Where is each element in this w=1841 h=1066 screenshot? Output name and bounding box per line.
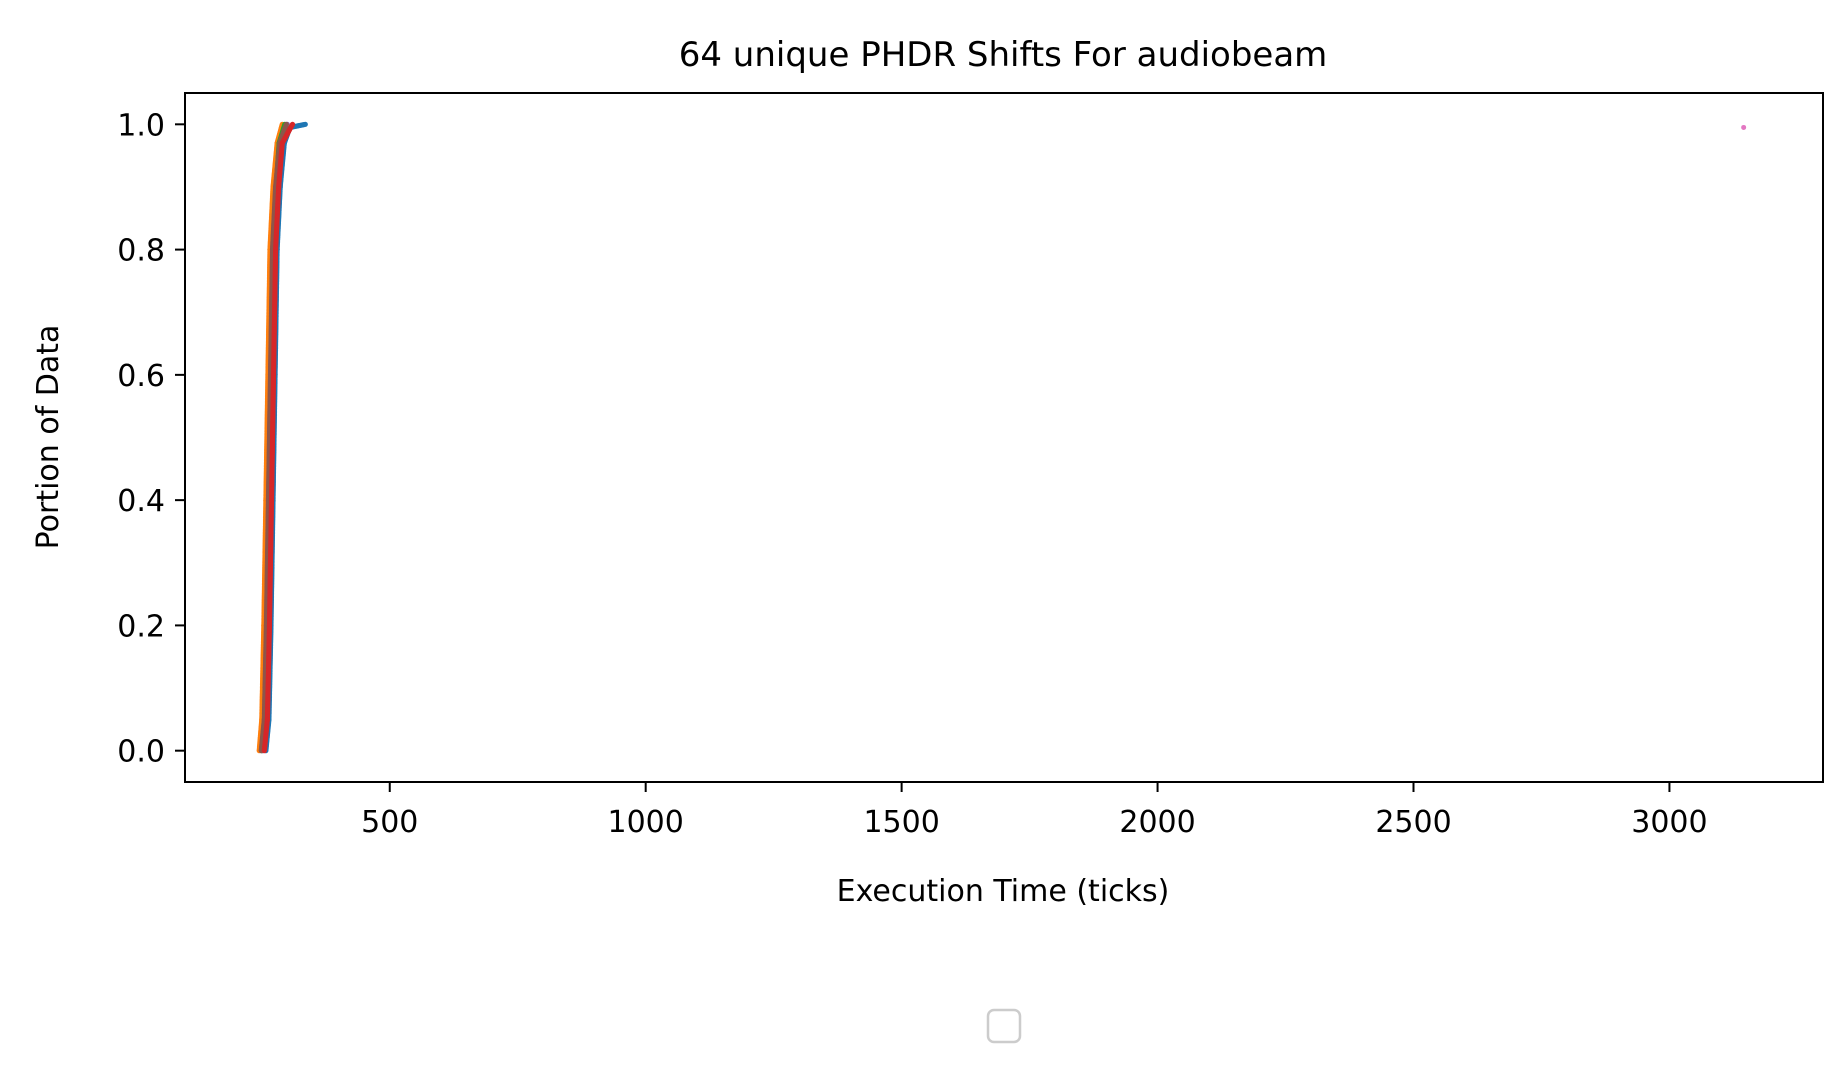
y-axis: 0.0 0.2 0.4 0.6 0.8 1.0: [117, 108, 185, 770]
data-point: [289, 121, 296, 127]
series-5: [261, 121, 296, 754]
x-tick-label: 3000: [1631, 805, 1707, 840]
y-tick-label: 0.4: [117, 484, 165, 519]
plot-frame: [184, 92, 1824, 783]
y-axis-label: Portion of Data: [31, 325, 66, 550]
chart-title: 64 unique PHDR Shifts For audiobeam: [679, 35, 1328, 75]
data-point: [302, 121, 308, 127]
plot-marks: [256, 121, 1747, 754]
x-tick-label: 1000: [608, 805, 684, 840]
x-tick-label: 500: [361, 805, 418, 840]
x-tick-label: 2500: [1375, 805, 1451, 840]
series-6: [1741, 124, 1747, 130]
data-point: [283, 121, 289, 127]
x-tick-label: 2000: [1119, 805, 1195, 840]
legend: [986, 1008, 1022, 1044]
y-tick-label: 0.8: [117, 234, 165, 269]
x-axis-label: Execution Time (ticks): [837, 874, 1170, 909]
y-tick-label: 0.2: [117, 609, 165, 644]
y-tick-label: 0.0: [117, 735, 165, 770]
data-point: [1741, 124, 1747, 130]
x-tick-label: 1500: [863, 805, 939, 840]
y-tick-label: 0.6: [117, 359, 165, 394]
y-tick-label: 1.0: [117, 108, 165, 143]
x-axis: 500 1000 1500 2000 2500 3000: [361, 782, 1708, 840]
